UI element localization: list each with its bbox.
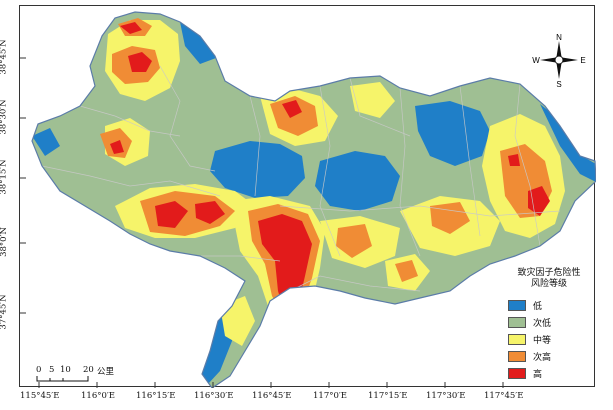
legend-item: 中等 bbox=[508, 332, 590, 347]
sub-high-zone bbox=[336, 224, 372, 258]
lon-label: 115°45′E bbox=[20, 391, 60, 401]
scale-bar: 0 5 10 20 公里 bbox=[36, 365, 156, 382]
medium-zone bbox=[350, 82, 395, 118]
legend-title: 致灾因子危险性 风险等级 bbox=[508, 268, 590, 290]
legend-title-line2: 风险等级 bbox=[530, 279, 567, 289]
lon-label: 117°15′E bbox=[368, 391, 408, 401]
legend-item: 低 bbox=[508, 298, 590, 313]
scale-tick: 10 bbox=[60, 365, 71, 375]
scale-tick: 20 bbox=[83, 365, 94, 375]
high-zone bbox=[120, 22, 142, 34]
legend-label: 中等 bbox=[533, 336, 552, 346]
legend-label: 高 bbox=[533, 370, 543, 380]
legend-swatch bbox=[508, 351, 526, 362]
lon-label: 116°30′E bbox=[194, 391, 234, 401]
low-zone bbox=[315, 151, 400, 211]
lon-label: 116°15′E bbox=[136, 391, 176, 401]
legend-label: 次低 bbox=[533, 319, 552, 329]
high-zone bbox=[128, 52, 152, 72]
lat-label: 38°15′N bbox=[0, 159, 9, 195]
high-zone bbox=[155, 201, 188, 228]
lat-label: 38°45′N bbox=[0, 39, 9, 75]
compass-icon: N S W E bbox=[532, 33, 585, 87]
legend-title-line1: 致灾因子危险性 bbox=[517, 268, 581, 278]
compass-e: E bbox=[580, 56, 585, 65]
scale-bar-graphic bbox=[36, 376, 89, 382]
legend-label: 次高 bbox=[533, 353, 552, 363]
low-zone bbox=[540, 104, 596, 182]
legend-item: 次低 bbox=[508, 315, 590, 330]
low-zone bbox=[180, 22, 216, 64]
high-zone bbox=[195, 201, 225, 224]
high-zone bbox=[282, 100, 302, 118]
compass-w: W bbox=[532, 56, 540, 65]
legend-swatch bbox=[508, 317, 526, 328]
legend-item: 高 bbox=[508, 366, 590, 381]
legend-swatch bbox=[508, 334, 526, 345]
low-zone bbox=[32, 128, 60, 156]
scale-tick: 0 bbox=[36, 365, 42, 375]
lat-label: 38°0′N bbox=[0, 227, 9, 257]
lon-label: 117°30′E bbox=[426, 391, 466, 401]
legend-swatch bbox=[508, 368, 526, 379]
scale-unit: 公里 bbox=[97, 367, 115, 377]
high-zone bbox=[110, 140, 124, 154]
map-frame bbox=[19, 5, 596, 388]
compass-s: S bbox=[556, 80, 561, 87]
compass-n: N bbox=[556, 33, 562, 42]
low-zone bbox=[415, 101, 490, 166]
sub-high-zone bbox=[430, 202, 470, 234]
legend-swatch bbox=[508, 300, 526, 311]
lon-label: 117°45′E bbox=[484, 391, 524, 401]
lon-label: 116°45′E bbox=[252, 391, 292, 401]
sub-high-zone bbox=[395, 260, 418, 282]
high-zone bbox=[508, 154, 520, 166]
lat-label: 38°30′N bbox=[0, 99, 9, 135]
legend-item: 次高 bbox=[508, 349, 590, 364]
lat-label: 37°45′N bbox=[0, 294, 9, 330]
scale-tick: 5 bbox=[49, 365, 55, 375]
lon-label: 117°0′E bbox=[313, 391, 348, 401]
lon-label: 116°0′E bbox=[81, 391, 116, 401]
legend: 致灾因子危险性 风险等级 低次低中等次高高 bbox=[508, 268, 590, 381]
hazard-map bbox=[20, 11, 596, 388]
legend-label: 低 bbox=[533, 302, 543, 312]
